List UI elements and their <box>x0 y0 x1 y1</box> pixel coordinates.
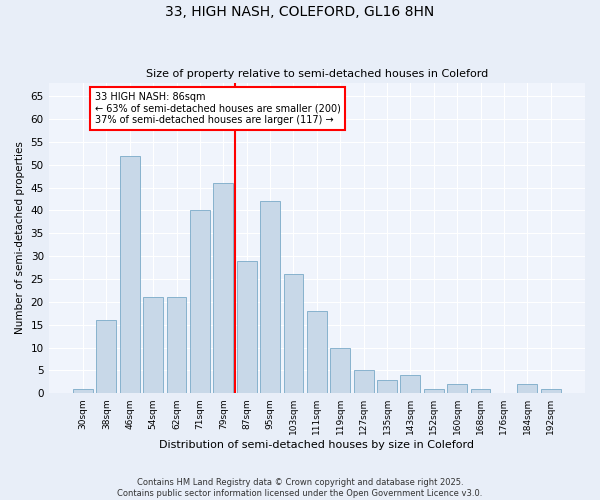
Bar <box>260 202 280 393</box>
Bar <box>400 375 421 393</box>
Text: Contains HM Land Registry data © Crown copyright and database right 2025.
Contai: Contains HM Land Registry data © Crown c… <box>118 478 482 498</box>
Bar <box>214 183 233 393</box>
Bar <box>120 156 140 393</box>
Bar <box>143 298 163 393</box>
Text: 33 HIGH NASH: 86sqm
← 63% of semi-detached houses are smaller (200)
37% of semi-: 33 HIGH NASH: 86sqm ← 63% of semi-detach… <box>95 92 341 125</box>
Bar <box>307 311 327 393</box>
Bar <box>353 370 374 393</box>
Bar <box>377 380 397 393</box>
Title: Size of property relative to semi-detached houses in Coleford: Size of property relative to semi-detach… <box>146 69 488 79</box>
Bar <box>330 348 350 393</box>
Bar <box>541 388 560 393</box>
Bar <box>424 388 443 393</box>
Bar <box>97 320 116 393</box>
Bar <box>190 210 210 393</box>
Text: 33, HIGH NASH, COLEFORD, GL16 8HN: 33, HIGH NASH, COLEFORD, GL16 8HN <box>166 5 434 19</box>
Bar <box>517 384 537 393</box>
Bar <box>447 384 467 393</box>
Y-axis label: Number of semi-detached properties: Number of semi-detached properties <box>15 142 25 334</box>
X-axis label: Distribution of semi-detached houses by size in Coleford: Distribution of semi-detached houses by … <box>160 440 475 450</box>
Bar <box>167 298 187 393</box>
Bar <box>470 388 490 393</box>
Bar <box>284 274 304 393</box>
Bar <box>237 260 257 393</box>
Bar <box>73 388 93 393</box>
